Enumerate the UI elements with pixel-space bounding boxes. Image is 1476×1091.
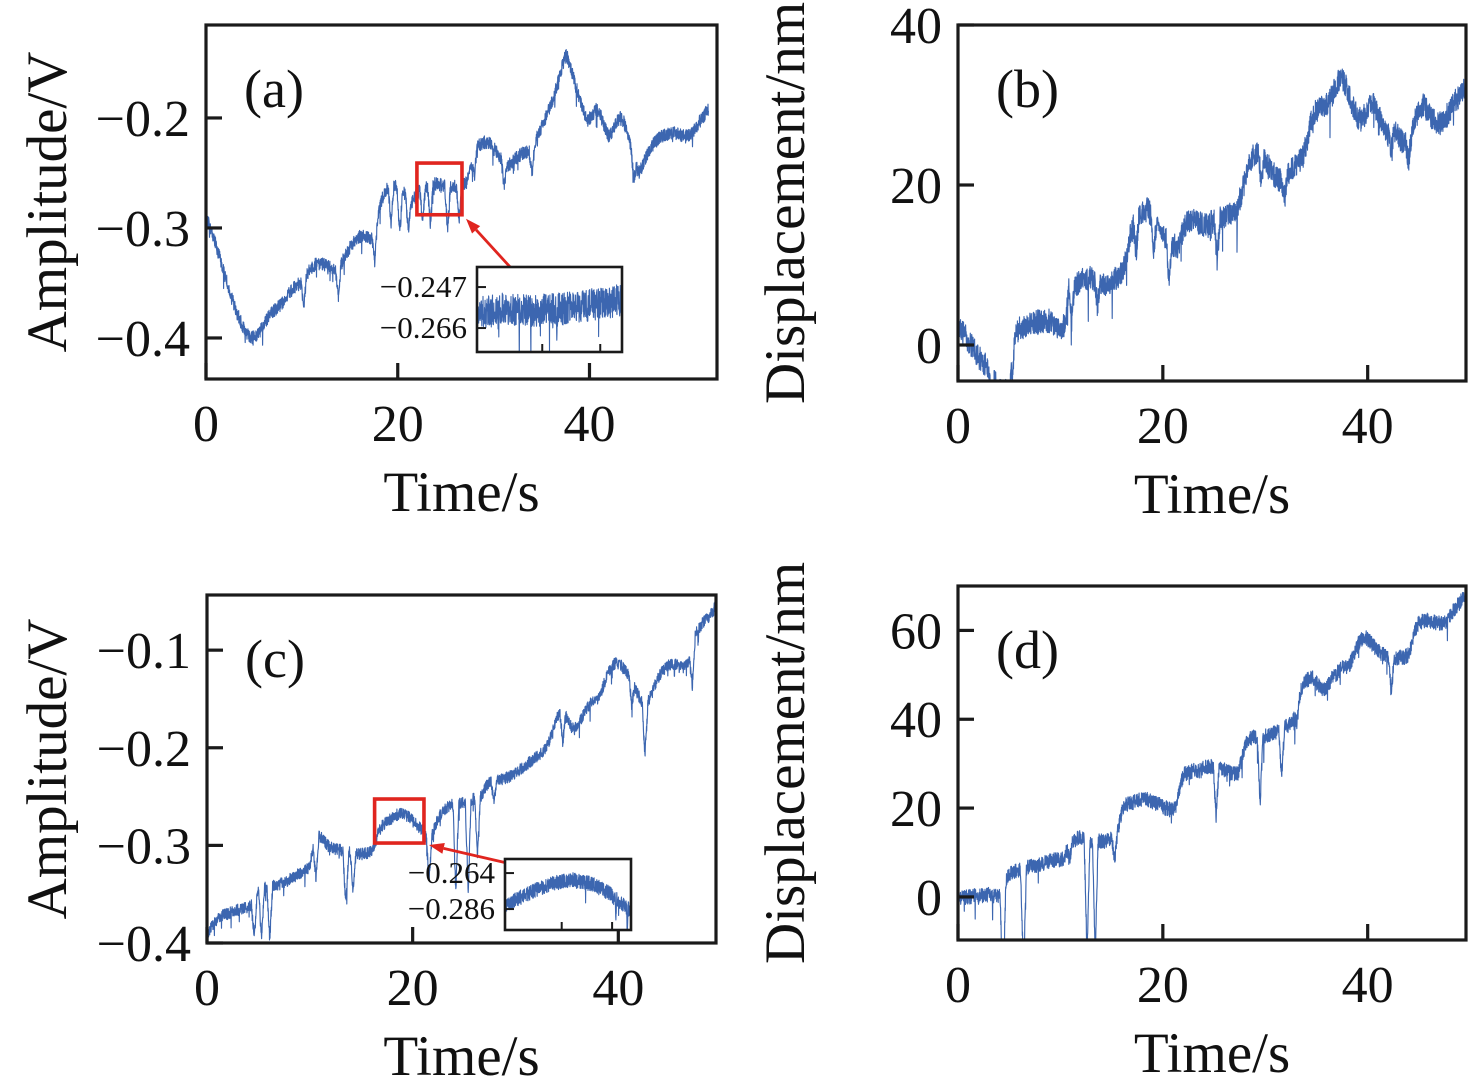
y-axis-label: Displacement/nm: [754, 2, 817, 404]
zoom-arrow-line: [475, 228, 513, 269]
y-tick-label: 20: [890, 781, 942, 838]
y-tick-label: −0.1: [97, 623, 191, 680]
signal-layer: [958, 68, 1466, 381]
x-axis-label: Time/s: [383, 461, 539, 524]
inset-y-tick-label: −0.266: [380, 310, 467, 345]
x-tick-label: 20: [1137, 398, 1189, 455]
inset-y-tick-label: −0.264: [408, 855, 496, 890]
x-tick-label: 0: [945, 398, 971, 455]
y-tick-label: 20: [890, 158, 942, 215]
panel-c: 0 20 40 −0.1 −0.2 −0.3 −0.4 Time/s Amplitude/V (c…: [16, 593, 718, 1088]
zoom-arrow-line: [443, 847, 508, 865]
signal-layer: [207, 600, 716, 941]
axes-frame: [956, 23, 1468, 383]
axes-frame: [205, 593, 718, 945]
y-axis-label: Amplitude/V: [16, 619, 79, 920]
y-tick-label: 0: [916, 318, 942, 375]
zoom-arrow-head: [465, 218, 481, 234]
x-tick-label: 20: [1137, 957, 1189, 1014]
inset-frame: [475, 265, 624, 354]
inset-signal-layer: [505, 872, 631, 930]
signal-layer: [958, 588, 1466, 940]
inset-frame: [503, 857, 633, 932]
x-tick-label: 20: [387, 960, 439, 1017]
y-tick-label: 40: [890, 692, 942, 749]
inset-y-tick-label: −0.286: [408, 891, 495, 926]
x-tick-label: 0: [194, 960, 220, 1017]
panel-letter: (b): [996, 59, 1059, 119]
y-axis-label: Amplitude/V: [16, 52, 79, 353]
panel-letter: (a): [244, 59, 304, 119]
y-tick-label: −0.2: [96, 91, 190, 148]
inset-signal-trace: [505, 872, 631, 930]
y-tick-label: −0.4: [96, 311, 190, 368]
signal-trace: [207, 600, 716, 941]
panel-letter: (d): [996, 620, 1059, 680]
x-axis-label: Time/s: [1134, 1022, 1290, 1085]
axes-frame: [956, 584, 1468, 942]
zoom-arrow-head: [428, 843, 445, 854]
signal-trace: [958, 68, 1466, 381]
x-tick-label: 40: [1342, 957, 1394, 1014]
zoom-region-box: [372, 797, 426, 845]
y-axis-label: Displacement/nm: [754, 562, 817, 964]
y-tick-label: 0: [916, 870, 942, 927]
signal-trace: [958, 588, 1466, 940]
x-axis-label: Time/s: [1134, 463, 1290, 526]
signal-layer: [206, 49, 709, 346]
y-tick-label: −0.2: [97, 721, 191, 778]
y-tick-label: 60: [890, 603, 942, 660]
x-tick-label: 40: [563, 396, 615, 453]
y-tick-label: −0.3: [96, 201, 190, 258]
x-tick-label: 40: [592, 960, 644, 1017]
zoom-region-box: [415, 161, 464, 217]
x-tick-label: 40: [1342, 398, 1394, 455]
panel-letter: (c): [245, 629, 305, 689]
x-axis-label: Time/s: [383, 1025, 539, 1088]
panel-d: 0 20 40 0 20 40 60 Time/s Displacement/nm (d): [754, 562, 1468, 1085]
panel-b: 0 20 40 0 20 40 Time/s Displacement/nm (b): [754, 0, 1468, 526]
panel-a: 0 20 40 −0.2 −0.3 −0.4 Time/s Amplitude/V (a) −0.…: [16, 23, 719, 524]
inset-y-tick-label: −0.247: [380, 269, 467, 304]
x-tick-label: 0: [945, 957, 971, 1014]
y-tick-label: −0.4: [97, 916, 191, 973]
y-tick-label: −0.3: [97, 818, 191, 875]
axes-frame: [204, 23, 719, 381]
signal-trace: [206, 49, 709, 346]
x-tick-label: 0: [193, 396, 219, 453]
y-tick-label: 40: [890, 0, 942, 55]
x-tick-label: 20: [372, 396, 424, 453]
